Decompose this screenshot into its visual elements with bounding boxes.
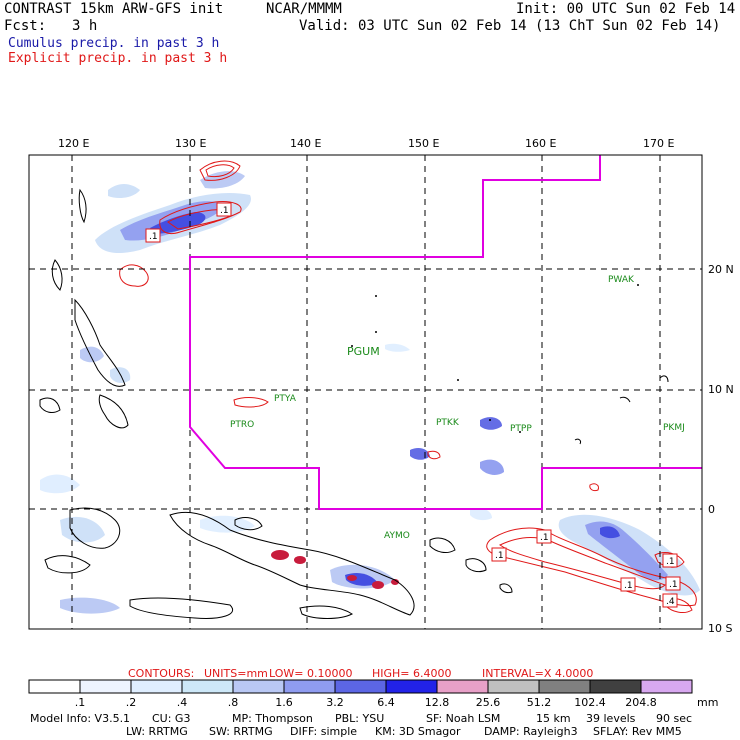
contours-low: LOW= 0.10000 [269,667,353,680]
map-frame [28,154,703,630]
contour-tag: .1 [669,580,678,590]
station-label: PTYA [274,394,297,404]
colorbar [28,679,693,694]
model-title: CONTRAST 15km ARW-GFS init [4,1,224,17]
mp-scheme: MP: Thompson [232,712,313,725]
heavy-precip-markers [271,550,399,589]
station-label: PGUM [347,345,380,358]
sw-scheme: SW: RRTMG [209,725,273,738]
contours-label: CONTOURS: [128,667,195,680]
fcst-value: 3 h [72,18,98,34]
colorbar-swatch [283,679,336,694]
levels: 39 levels [586,712,636,725]
colorbar-swatch [640,679,693,694]
lat-label: 10 N [708,383,734,396]
colorbar-tick-label: 25.6 [475,696,501,709]
contours-high: HIGH= 6.4000 [372,667,452,680]
org-label: NCAR/MMMM [266,1,342,17]
damp-scheme: DAMP: Rayleigh3 [484,725,578,738]
lw-scheme: LW: RRTMG [126,725,188,738]
colorbar-tick-label: 12.8 [424,696,450,709]
station-label: PTRO [230,420,254,430]
colorbar-swatch [79,679,132,694]
station-label: PTPP [510,424,532,434]
colorbar-tick-label: 1.6 [275,696,293,709]
contours-units: UNITS=mm [204,667,268,680]
colorbar-swatch [334,679,387,694]
domain-boundary [189,155,702,510]
colorbar-swatch [181,679,234,694]
contour-tag: .1 [624,581,633,591]
colorbar-swatch [130,679,183,694]
colorbar-unit: mm [697,696,719,709]
contours-interval: INTERVAL=X 4.0000 [482,667,594,680]
cu-scheme: CU: G3 [152,712,191,725]
model-info: Model Info: V3.5.1 [30,712,131,725]
colorbar-tick-label: 102.4 [574,696,606,709]
colorbar-swatch [385,679,438,694]
contour-tags: .1 .1 .1 .1 .1 .1 .1 .4 [145,202,681,608]
colorbar-swatch [436,679,489,694]
valid-time: Valid: 03 UTC Sun 02 Feb 14 (13 ChT Sun … [299,18,721,34]
lon-label: 130 E [175,137,207,150]
island-markers [351,284,639,433]
colorbar-tick-label: .2 [125,696,137,709]
pbl-scheme: PBL: YSU [335,712,385,725]
lat-lon-grid [29,155,702,629]
diff-scheme: DIFF: simple [290,725,358,738]
station-labels: PWAK PGUM PTYA PTRO PTKK PTPP PKMJ AYMO [230,275,685,541]
lat-label: 20 N [708,263,734,276]
colorbar-tick-label: .1 [74,696,86,709]
lon-label: 140 E [290,137,322,150]
colorbar-tick-label: 204.8 [625,696,657,709]
colorbar-tick-label: 3.2 [326,696,344,709]
explicit-legend: Explicit precip. in past 3 h [8,51,228,66]
station-label: AYMO [384,531,410,541]
station-label: PWAK [608,275,635,285]
colorbar-tick-label: 6.4 [377,696,395,709]
station-label: PKMJ [663,423,685,433]
fcst-label: Fcst: [4,18,47,34]
init-time: Init: 00 UTC Sun 02 Feb 14 [516,1,736,17]
resolution: 15 km [536,712,571,725]
lon-label: 170 E [643,137,675,150]
km-scheme: KM: 3D Smagor [375,725,461,738]
lat-label: 0 [708,503,715,516]
colorbar-tick-label: .4 [176,696,188,709]
contour-tag: .1 [495,551,504,561]
contour-tag: .1 [666,557,675,567]
contour-tag: .1 [220,206,229,216]
colorbar-swatch [589,679,642,694]
lat-label: 10 S [708,622,733,635]
lon-label: 120 E [58,137,90,150]
contour-tag: .4 [666,597,675,607]
cumulus-legend: Cumulus precip. in past 3 h [8,36,220,51]
colorbar-swatch [28,679,81,694]
lon-label: 160 E [525,137,557,150]
contour-tag: .1 [149,232,158,242]
colorbar-tick-label: 51.2 [526,696,552,709]
sflay-scheme: SFLAY: Rev MM5 [593,725,682,738]
colorbar-swatch [487,679,540,694]
colorbar-swatch [232,679,285,694]
sf-scheme: SF: Noah LSM [426,712,501,725]
coastlines [39,188,669,619]
colorbar-swatch [538,679,591,694]
station-label: PTKK [436,418,460,428]
colorbar-tick-label: .8 [227,696,239,709]
timestep: 90 sec [656,712,693,725]
lon-label: 150 E [408,137,440,150]
contour-tag: .1 [540,533,549,543]
